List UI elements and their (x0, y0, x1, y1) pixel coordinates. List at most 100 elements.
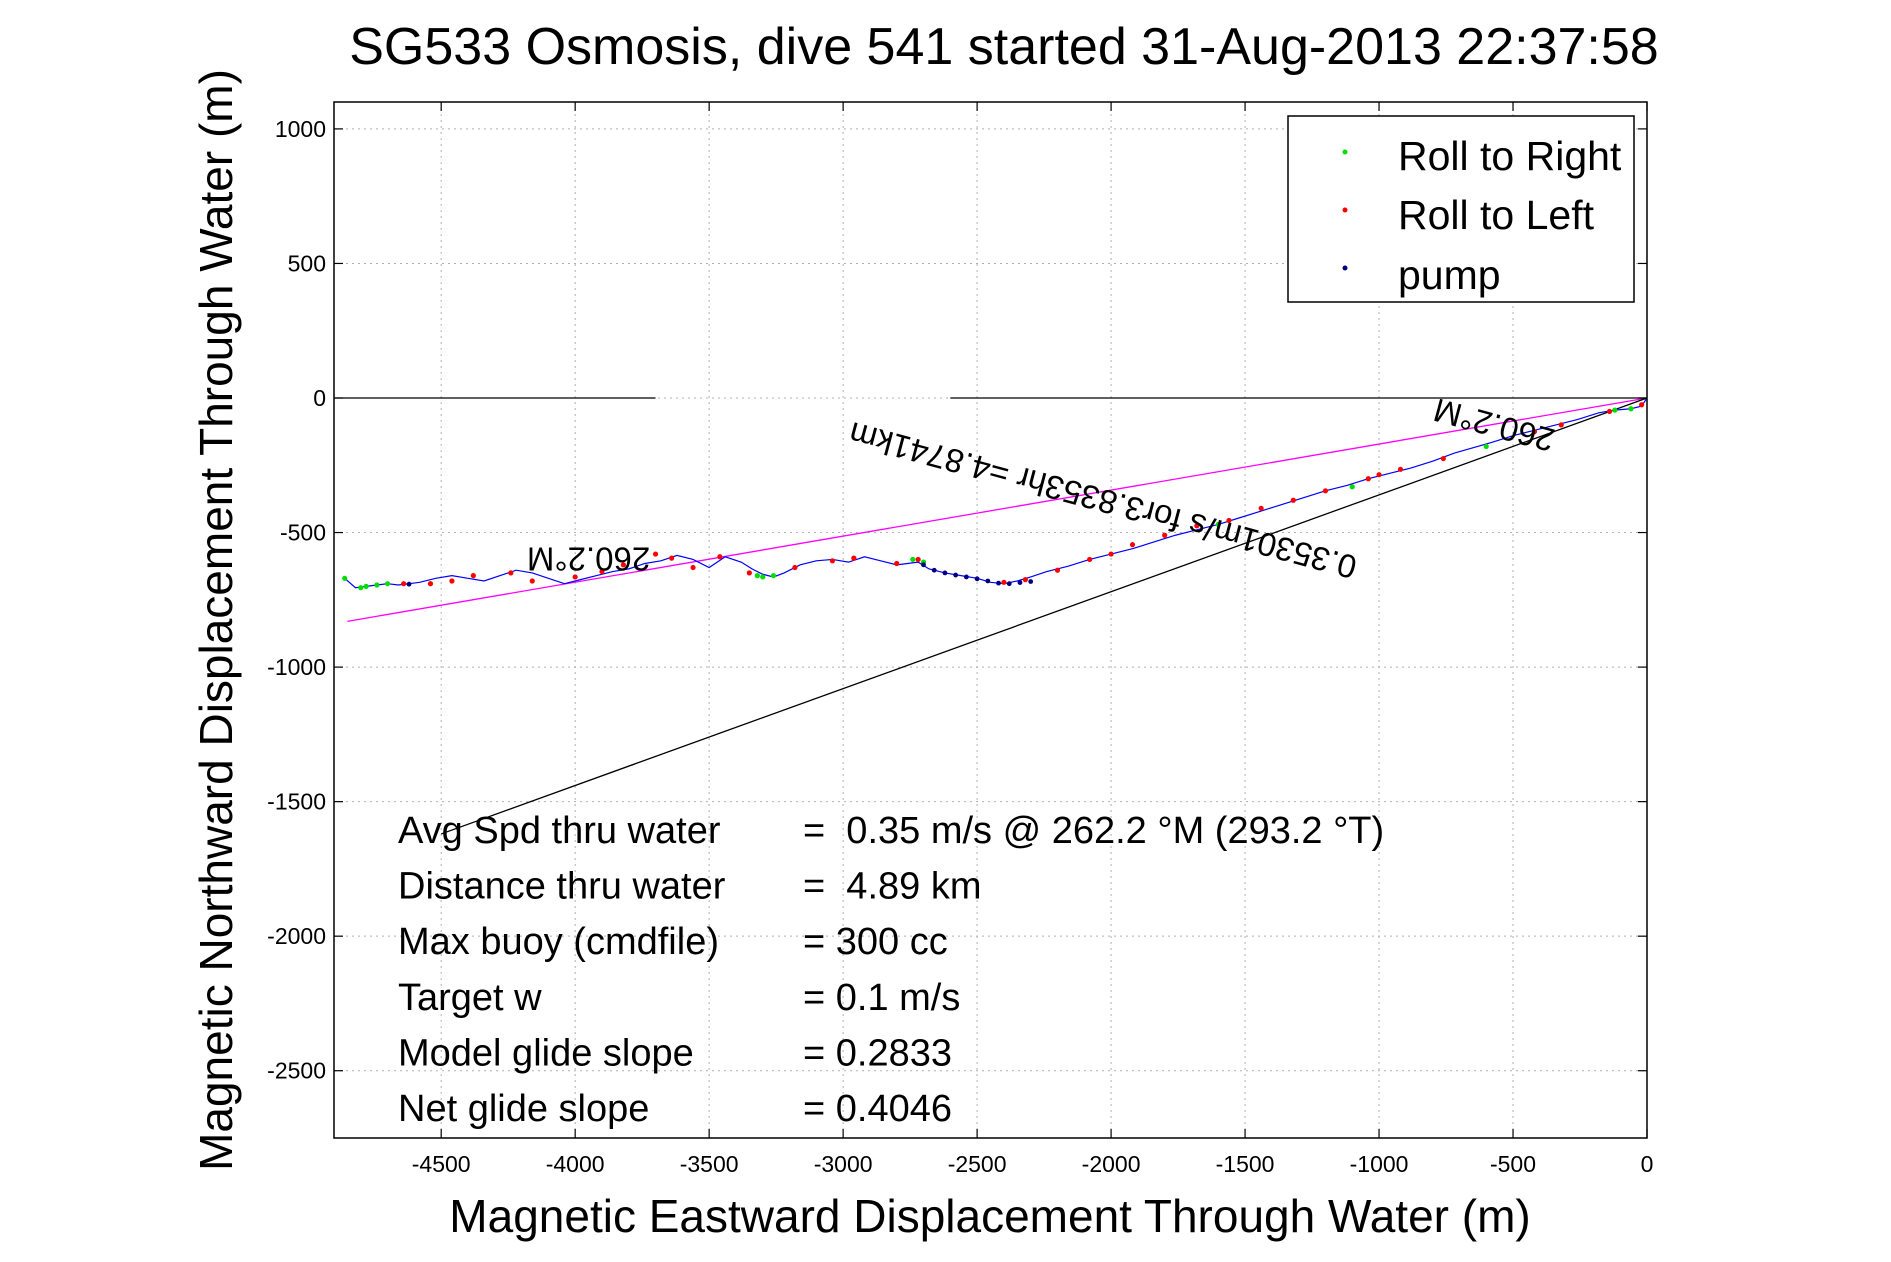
roll-left-point (894, 560, 900, 567)
x-tick-label: 0 (1641, 1151, 1654, 1177)
axis-ticks: -4500 -4000 -3500 -3000 -2500 -2000 -1500 -1000… (267, 102, 1653, 1177)
chart-title: SG533 Osmosis, dive 541 started 31-Aug-2… (349, 18, 1658, 76)
roll-left-point (1531, 429, 1538, 435)
roll-left-point (851, 555, 857, 561)
y-tick-label: -1500 (267, 789, 326, 815)
stat-label: Distance thru water (398, 866, 726, 908)
x-tick-label: -1500 (1216, 1151, 1275, 1177)
stat-label: Target w (398, 977, 542, 1019)
stat-label: Net glide slope (398, 1088, 649, 1130)
roll-right-point (1628, 406, 1634, 412)
roll-left-point (401, 581, 407, 587)
stat-label: Max buoy (cmdfile) (398, 921, 719, 963)
legend-label-roll-left: Roll to Left (1398, 192, 1595, 238)
roll-left-point (1322, 488, 1329, 494)
roll-left-point (1022, 577, 1028, 583)
x-tick-label: -1000 (1350, 1151, 1409, 1177)
roll-left-point (1226, 517, 1232, 524)
roll-left-point (1606, 408, 1613, 415)
roll-left-point (669, 555, 675, 561)
pump-point (921, 562, 926, 568)
stat-value: = 300 cc (803, 921, 948, 963)
pump-point (974, 576, 980, 582)
roll-left-point (572, 574, 578, 580)
legend-marker-roll-right (1342, 149, 1348, 155)
y-tick-label: 1000 (275, 116, 326, 142)
x-tick-label: -2000 (1082, 1151, 1141, 1177)
roll-right-point (363, 583, 369, 589)
x-tick-label: -500 (1490, 1151, 1536, 1177)
roll-left-point (746, 570, 752, 576)
roll-left-point (620, 562, 626, 568)
roll-left-point (449, 578, 455, 584)
roll-left-point (1290, 497, 1296, 503)
roll-left-point (652, 551, 659, 557)
pump-point (931, 567, 937, 573)
plot-frame (333, 101, 1648, 1139)
stat-label: Avg Spd thru water (398, 810, 721, 852)
legend-label-roll-right: Roll to Right (1398, 133, 1622, 179)
roll-left-point (690, 564, 696, 571)
roll-left-point (1129, 542, 1136, 548)
glider-track-line (344, 397, 1648, 589)
roll-left-point (470, 573, 476, 579)
pump-point (1028, 579, 1034, 584)
pump-point (953, 572, 959, 578)
roll-left-point (1194, 523, 1200, 529)
x-tick-label: -4000 (546, 1151, 605, 1177)
pump-point (1017, 580, 1023, 585)
roll-right-point (760, 574, 766, 580)
roll-left-point (717, 554, 723, 560)
roll-left-point (1001, 579, 1007, 585)
roll-left-point (1054, 567, 1061, 573)
x-tick-label: -2500 (948, 1151, 1007, 1177)
roll-left-point (529, 578, 535, 584)
legend-label-pump: pump (1398, 252, 1501, 298)
net-displacement-line (440, 397, 1648, 835)
pump-point (942, 570, 948, 576)
roll-left-point (1365, 476, 1371, 482)
roll-left-point (915, 556, 921, 563)
plot-annotation: 260.2°M (527, 540, 650, 577)
roll-left-point (599, 568, 605, 575)
pump-point (406, 581, 412, 587)
roll-left-point (1108, 551, 1114, 557)
roll-right-point (1483, 443, 1489, 450)
pump-point (996, 580, 1001, 586)
roll-left-point (792, 564, 798, 571)
x-axis-label: Magnetic Eastward Displacement Through W… (449, 1190, 1530, 1242)
y-tick-label: 500 (288, 250, 326, 276)
stat-label: Model glide slope (398, 1032, 694, 1074)
legend-marker-roll-left (1342, 207, 1348, 213)
roll-left-point (1087, 556, 1093, 563)
roll-right-point (910, 556, 916, 563)
roll-left-point (1440, 455, 1446, 462)
roll-left-point (829, 558, 836, 564)
x-tick-label: -4500 (412, 1151, 471, 1177)
stat-value: = 4.89 km (803, 866, 981, 908)
pump-point (963, 574, 969, 580)
roll-right-point (770, 573, 777, 579)
roll-right-point (374, 582, 380, 588)
roll-right-point (342, 575, 348, 581)
x-tick-label: -3500 (680, 1151, 739, 1177)
x-tick-label: -3000 (814, 1151, 873, 1177)
roll-left-point (1397, 466, 1404, 472)
roll-right-point (1349, 484, 1355, 490)
y-tick-label: -2500 (267, 1058, 326, 1084)
stat-value: = 0.35 m/s @ 262.2 °M (293.2 °T) (803, 810, 1384, 852)
roll-left-point (508, 570, 514, 576)
pump-point (1006, 581, 1012, 587)
y-tick-label: -500 (280, 520, 326, 546)
y-tick-label: -1000 (267, 654, 326, 680)
roll-right-point (1215, 521, 1221, 528)
legend: Roll to Right Roll to Left pump (1287, 115, 1635, 303)
stat-value: = 0.4046 (803, 1088, 952, 1130)
plot-series (334, 397, 1648, 835)
pump-point (985, 578, 991, 584)
y-tick-label: -2000 (267, 923, 326, 949)
roll-left-point (1258, 505, 1264, 511)
y-axis-label: Magnetic Northward Displacement Through … (190, 69, 242, 1171)
roll-left-point (1162, 532, 1168, 538)
roll-left-point (1639, 402, 1645, 408)
